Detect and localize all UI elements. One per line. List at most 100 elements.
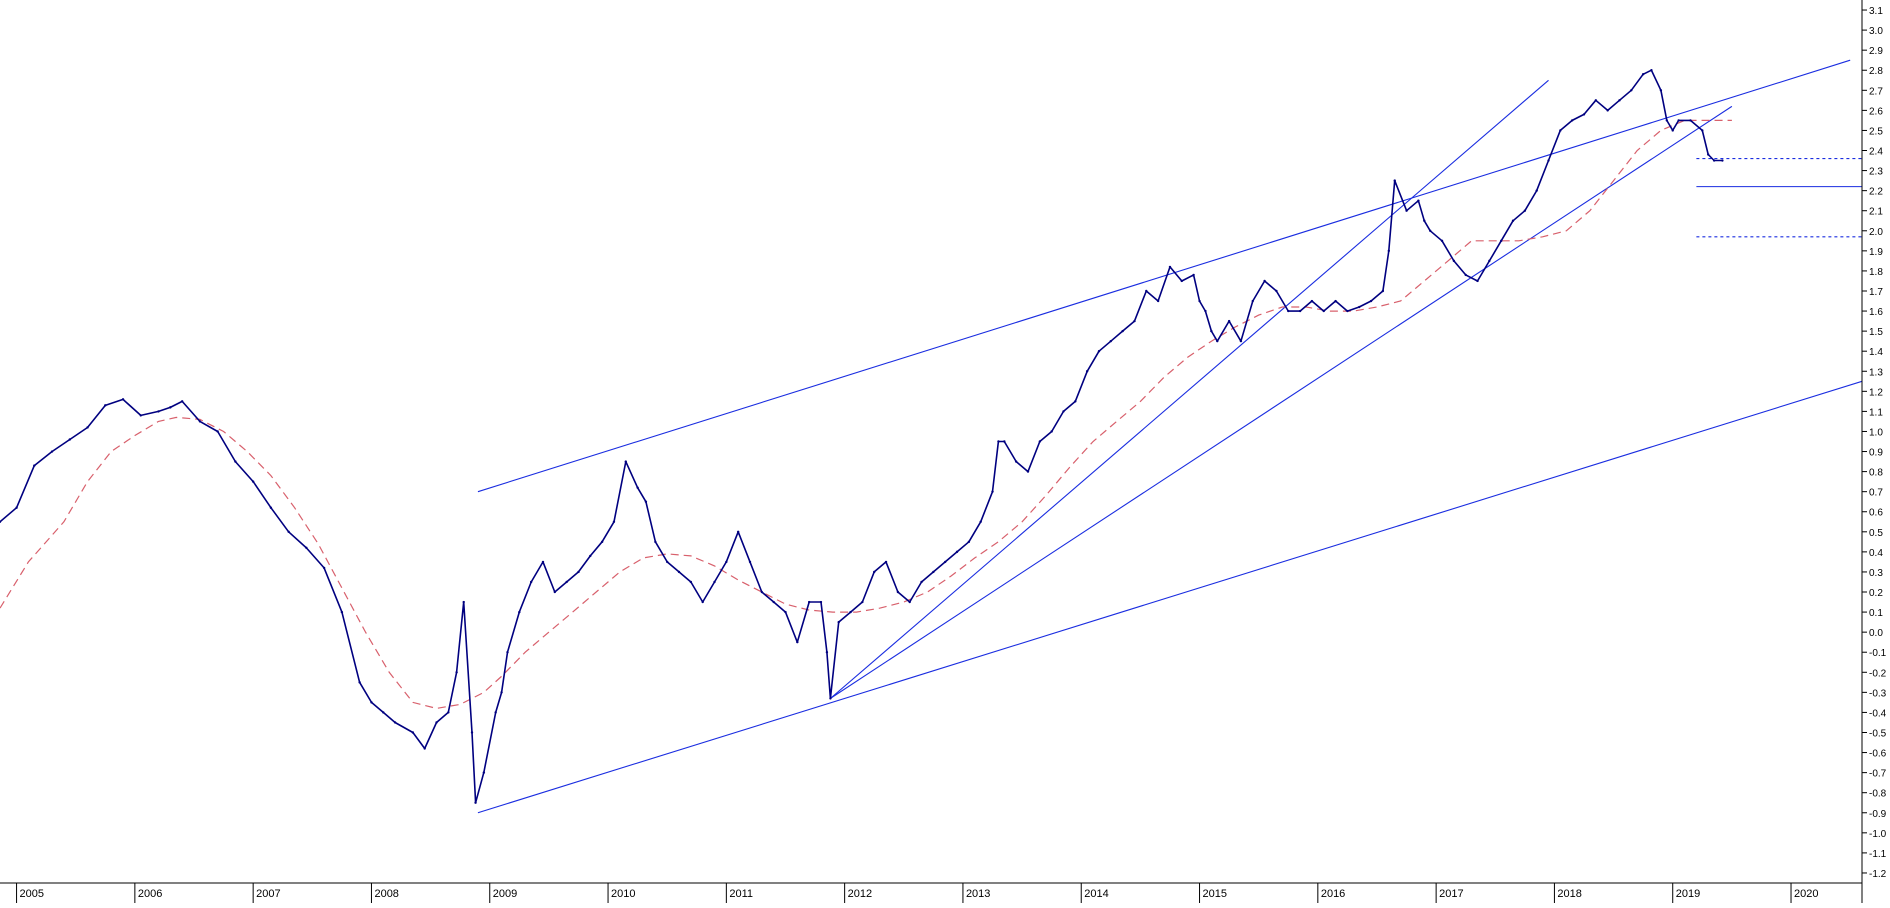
y-tick-label: 1.9 — [1869, 247, 1883, 258]
price-point — [829, 697, 832, 700]
price-point — [104, 404, 107, 407]
y-tick-label: 2.8 — [1869, 66, 1883, 77]
price-point — [1109, 339, 1113, 343]
price-point — [1062, 410, 1065, 413]
price-point — [86, 426, 89, 429]
x-tick-label: 2017 — [1439, 888, 1463, 900]
y-tick-label: 1.0 — [1869, 427, 1883, 438]
price-point — [689, 580, 693, 584]
price-point — [1423, 219, 1426, 222]
price-point — [1721, 159, 1724, 162]
price-point — [251, 480, 255, 483]
price-point — [1145, 289, 1148, 293]
price-point — [1156, 299, 1160, 303]
price-point — [967, 540, 971, 544]
y-tick-label: 1.8 — [1869, 267, 1883, 278]
price-point — [908, 600, 911, 604]
price-point — [500, 691, 503, 694]
x-tick-label: 2005 — [20, 888, 44, 900]
price-point — [553, 590, 557, 594]
price-point — [322, 566, 326, 570]
price-point — [991, 490, 994, 493]
x-tick-label: 2007 — [256, 888, 280, 900]
y-tick-label: 1.5 — [1869, 327, 1883, 338]
y-tick-label: -1.0 — [1869, 829, 1887, 840]
price-point — [932, 570, 935, 574]
price-point — [1570, 119, 1574, 122]
y-tick-label: 3.0 — [1869, 26, 1883, 37]
price-point — [1707, 153, 1710, 156]
price-point — [494, 711, 497, 714]
y-tick-label: 0.1 — [1869, 608, 1883, 619]
price-point — [1429, 229, 1432, 232]
price-point — [157, 410, 160, 413]
price-point — [370, 701, 373, 704]
trend-line-1 — [477, 380, 1863, 814]
price-point — [725, 560, 728, 564]
y-tick-label: 1.7 — [1869, 287, 1883, 298]
price-point — [541, 560, 545, 564]
price-point — [1499, 239, 1503, 243]
price-point — [1582, 113, 1586, 116]
price-point — [423, 747, 426, 750]
price-point — [1198, 299, 1201, 303]
price-point — [1003, 440, 1006, 443]
y-tick-label: 0.7 — [1869, 488, 1883, 499]
x-tick-label: 2011 — [729, 888, 753, 900]
price-point — [1535, 189, 1538, 192]
y-tick-label: -1.2 — [1869, 869, 1887, 880]
x-tick-label: 2010 — [611, 888, 635, 900]
x-tick-label: 2020 — [1794, 888, 1818, 900]
price-point — [654, 540, 657, 544]
price-point — [955, 550, 959, 554]
price-point — [943, 560, 947, 564]
y-tick-label: 0.3 — [1869, 568, 1883, 579]
price-point — [1387, 249, 1391, 253]
price-point — [636, 486, 639, 489]
price-point — [1133, 319, 1136, 323]
moving-average-layer — [0, 119, 1732, 710]
price-point — [216, 430, 219, 433]
y-tick-label: -0.4 — [1869, 708, 1887, 719]
price-point — [665, 560, 669, 564]
price-point — [837, 620, 840, 624]
price-point — [15, 506, 18, 509]
price-point — [1488, 259, 1491, 263]
price-point — [340, 610, 344, 614]
y-tick-label: 2.7 — [1869, 86, 1883, 97]
price-point — [1263, 279, 1266, 283]
price-point — [1358, 305, 1361, 309]
price-point — [1452, 259, 1456, 263]
price-point — [1547, 159, 1550, 162]
x-tick-label: 2018 — [1557, 888, 1581, 900]
trend-line-4 — [830, 79, 1549, 699]
y-tick-label: -0.3 — [1869, 688, 1887, 699]
price-point — [1026, 470, 1030, 473]
price-point — [760, 590, 764, 594]
price-point — [234, 460, 237, 463]
moving-average-line — [0, 119, 1732, 710]
price-point — [1677, 119, 1680, 122]
price-point — [807, 600, 811, 604]
x-tick-label: 2013 — [966, 888, 990, 900]
price-point — [382, 711, 385, 714]
price-point — [565, 580, 568, 584]
price-point — [997, 440, 1000, 443]
price-point — [121, 398, 125, 401]
price-point — [1630, 89, 1633, 92]
price-point — [1618, 99, 1621, 102]
price-point — [644, 500, 648, 503]
price-point — [358, 681, 361, 684]
price-point — [139, 414, 142, 417]
price-point — [1298, 309, 1302, 313]
price-point — [748, 560, 752, 564]
price-point — [819, 600, 823, 604]
price-point — [1216, 339, 1219, 343]
y-tick-label: -0.5 — [1869, 728, 1887, 739]
price-point — [701, 600, 704, 604]
price-point — [736, 530, 740, 534]
y-tick-label: 0.8 — [1869, 468, 1883, 479]
price-point — [1476, 279, 1479, 283]
y-tick-label: 0.6 — [1869, 508, 1883, 519]
price-point — [1334, 299, 1337, 303]
